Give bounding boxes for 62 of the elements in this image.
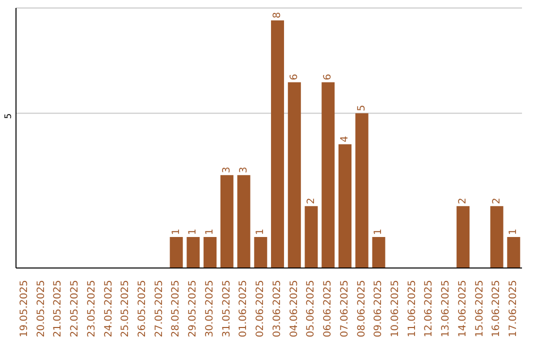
- bar: [338, 144, 352, 268]
- data-label: 3: [221, 166, 232, 174]
- data-label: 2: [458, 198, 469, 204]
- x-tick-label: 23.05.2025: [86, 280, 98, 338]
- x-tick-label: 28.05.2025: [170, 280, 182, 338]
- x-tick-label: 15.06.2025: [474, 280, 486, 338]
- x-tick-label: 30.05.2025: [204, 280, 216, 338]
- data-label: 5: [356, 104, 368, 112]
- data-label: 2: [306, 198, 317, 204]
- x-tick-label: 24.05.2025: [103, 280, 114, 338]
- x-tick-label: 12.06.2025: [424, 280, 435, 338]
- x-tick-label: 16.06.2025: [491, 280, 502, 338]
- x-tick-label: 22.05.2025: [70, 280, 81, 338]
- x-tick-label: 04.06.2025: [288, 280, 300, 338]
- bar: [355, 113, 368, 268]
- x-tick-label: 17.06.2025: [508, 280, 520, 338]
- data-label: 1: [188, 228, 199, 236]
- bar: [288, 82, 301, 268]
- x-tick-label: 05.06.2025: [306, 280, 317, 338]
- data-label: 1: [373, 228, 384, 236]
- bar: [456, 206, 470, 268]
- x-tick-label: 21.05.2025: [52, 280, 64, 338]
- x-tick-label: 25.05.2025: [120, 280, 132, 338]
- x-tick-label: 31.05.2025: [221, 280, 232, 338]
- bar: [271, 20, 284, 268]
- bar: [237, 175, 250, 268]
- x-tick-label: 08.06.2025: [356, 280, 368, 338]
- data-label: 1: [508, 228, 520, 236]
- bar: [204, 237, 217, 268]
- x-tick-label: 27.05.2025: [154, 280, 165, 338]
- x-tick-label: 02.06.2025: [255, 280, 266, 338]
- x-tick-label: 26.05.2025: [137, 280, 148, 338]
- data-label: 6: [322, 74, 334, 80]
- bar: [220, 175, 234, 268]
- bar: [304, 206, 318, 268]
- data-label: 4: [339, 136, 350, 142]
- x-tick-label: 13.06.2025: [440, 280, 452, 338]
- data-label: 3: [238, 166, 250, 174]
- x-tick-label: 14.06.2025: [457, 280, 468, 338]
- bar: [507, 237, 520, 268]
- bar: [322, 82, 335, 268]
- x-tick-label: 11.06.2025: [406, 280, 418, 338]
- bar: [372, 237, 386, 268]
- data-label: 2: [491, 198, 502, 204]
- data-label: 8: [272, 12, 284, 18]
- x-tick-label: 29.05.2025: [188, 280, 199, 338]
- data-label: 1: [204, 228, 216, 236]
- x-tick-label: 09.06.2025: [373, 280, 384, 338]
- bar: [186, 237, 200, 268]
- x-tick-label: 10.06.2025: [390, 280, 401, 338]
- x-tick-label: 01.06.2025: [238, 280, 250, 338]
- data-label: 1: [170, 228, 182, 236]
- x-tick-label: 19.05.2025: [18, 280, 30, 338]
- bar: [254, 237, 268, 268]
- data-label: 6: [288, 74, 300, 80]
- x-tick-label: 07.06.2025: [339, 280, 350, 338]
- x-tick-label: 20.05.2025: [36, 280, 47, 338]
- bar: [490, 206, 504, 268]
- x-tick-label: 03.06.2025: [272, 280, 283, 338]
- x-tick-label: 06.06.2025: [322, 280, 334, 338]
- bar: [170, 237, 183, 268]
- data-label: 1: [255, 228, 266, 236]
